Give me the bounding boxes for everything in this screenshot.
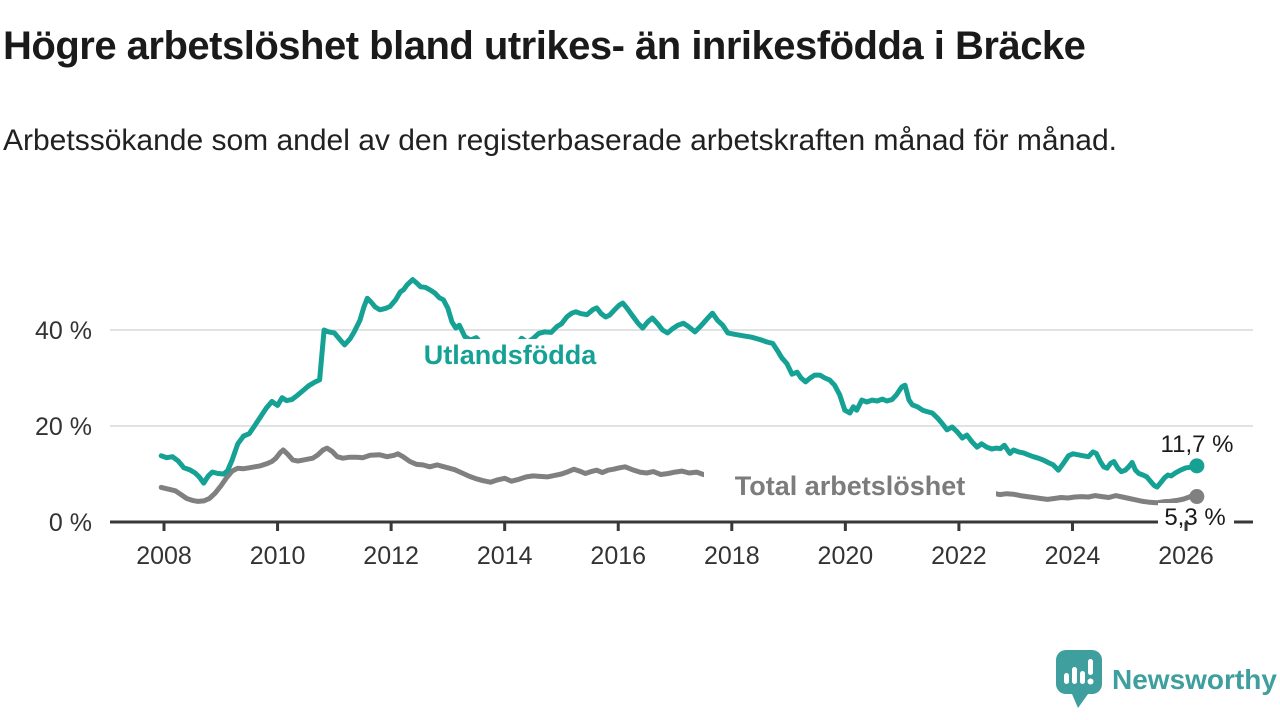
y-tick-label-20: 20 % <box>35 413 92 441</box>
series-label-utlandsfodda: Utlandsfödda <box>424 340 597 370</box>
series-end-dots <box>1189 458 1205 505</box>
x-tick-label-2020: 2020 <box>818 542 874 570</box>
series-line-utlandsfodda <box>158 277 1200 490</box>
x-tick-label-2024: 2024 <box>1045 542 1101 570</box>
series-label-total-arbetsloshet: Total arbetslöshet <box>735 471 966 501</box>
y-tick-label-40: 40 % <box>35 317 92 345</box>
x-tick-label-2018: 2018 <box>704 542 760 570</box>
chart-subtitle: Arbetssökande som andel av den registerb… <box>3 124 1117 157</box>
gridlines <box>110 329 1253 427</box>
x-tick-label-2012: 2012 <box>363 542 419 570</box>
page-title: Högre arbetslöshet bland utrikes- än inr… <box>3 24 1086 68</box>
end-label-utlandsfodda-bg <box>1156 430 1240 457</box>
series-label-total-arbetsloshet-bg <box>704 470 996 503</box>
chart-labels: Utlandsfödda Total arbetslöshet 11,7 % 5,3 … <box>400 339 1240 531</box>
end-dot-utlandsfodda <box>1189 458 1205 474</box>
end-dot-total-arbetsloshet <box>1189 489 1205 505</box>
series-line-total-arbetsloshet <box>158 445 1200 506</box>
end-label-total: 5,3 % <box>1164 504 1225 531</box>
y-tick-label-0: 0 % <box>49 509 92 537</box>
x-tick-label-2016: 2016 <box>590 542 646 570</box>
axis-tick-labels: 2008 2010 2012 2014 2016 2018 2020 2022 2024 2026… <box>35 317 1214 570</box>
x-tick-label-2026: 2026 <box>1158 542 1214 570</box>
end-label-utlandsfodda: 11,7 % <box>1161 431 1234 458</box>
newsworthy-logo-icon <box>1056 650 1102 708</box>
x-tick-label-2022: 2022 <box>931 542 987 570</box>
series-label-utlandsfodda-bg <box>400 339 620 372</box>
x-axis-ticks <box>162 522 1188 531</box>
end-label-total-bg <box>1158 503 1234 530</box>
x-tick-label-2014: 2014 <box>477 542 533 570</box>
newsworthy-logo: Newsworthy <box>1056 650 1277 710</box>
newsworthy-logo-text: Newsworthy <box>1112 664 1277 695</box>
series-lines <box>158 277 1200 506</box>
x-tick-label-2010: 2010 <box>250 542 306 570</box>
x-tick-label-2008: 2008 <box>136 542 192 570</box>
